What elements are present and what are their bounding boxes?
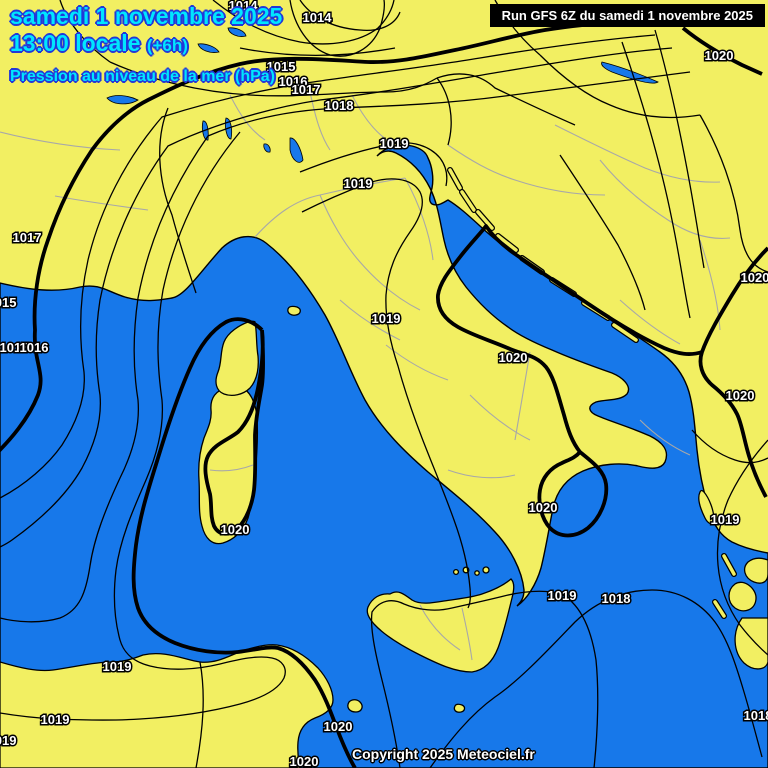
pressure-label: 1017 [13, 230, 42, 245]
peloponnese-corner [734, 617, 768, 670]
pressure-label: 1018 [744, 708, 768, 723]
isobar-1016 [0, 34, 656, 499]
pressure-label: 1015 [267, 59, 296, 74]
lake-geneva [106, 95, 139, 105]
isobar-1020-bold-ne [681, 26, 763, 76]
isobars-bold [0, 16, 768, 768]
isobar-1020-bold-right [698, 246, 768, 498]
map-time-offset: (+6h) [146, 36, 188, 55]
malta-island [453, 703, 466, 713]
pressure-label: 1020 [221, 522, 250, 537]
isobar-1019-central-italy [301, 178, 472, 609]
pressure-label: 1018 [602, 591, 631, 606]
corfu-island [698, 489, 715, 525]
map-field-subtitle: Pression au niveau de la mer (hPa) [10, 68, 275, 85]
isobar-1020-bold-west-africa [131, 317, 357, 768]
map-time-title: 13:00 locale (+6h) [10, 30, 188, 57]
isobar-1020-bold-adriatic [436, 224, 703, 538]
pressure-label: 1019 [711, 512, 740, 527]
cephalonia-island [728, 581, 757, 612]
lake-constance [227, 27, 247, 37]
elba-island [287, 305, 301, 316]
isobar-1018-bottom-right [429, 589, 763, 768]
lake-garda [289, 137, 304, 163]
pressure-label: 1020 [324, 719, 353, 734]
corsica [215, 320, 259, 396]
map-date-title: samedi 1 novembre 2025 [10, 3, 283, 29]
pressure-label: 1014 [303, 10, 333, 25]
isobar-1019-ne-italy [299, 142, 448, 187]
run-info-box: Run GFS 6Z du samedi 1 novembre 2025 [489, 4, 765, 27]
copyright-text: Copyright 2025 Meteociel.fr [352, 746, 535, 762]
isobar-1019-right-edge [716, 439, 768, 656]
isobar-1014-inner [289, 0, 386, 57]
pressure-label: 1020 [741, 270, 768, 285]
pantelleria-island [347, 699, 363, 713]
pressure-label: 1020 [290, 754, 319, 768]
isobar-1019-sicily [370, 590, 599, 768]
isobar-1018 [0, 71, 691, 623]
isobar-1017 [0, 47, 673, 548]
pressure-label: 1019 [380, 136, 409, 151]
map-time-text: 13:00 locale [10, 30, 141, 56]
pressure-label: 1016 [279, 74, 308, 89]
isobar-1015-bold [0, 16, 661, 453]
isobar-ne-corner-a [621, 41, 691, 319]
isobar-1019-left-africa [0, 131, 286, 721]
pressure-label: 1017 [292, 82, 321, 97]
region-borders [0, 91, 731, 661]
pressure-label: 1015 [0, 295, 16, 310]
pressure-label: 1019 [548, 588, 577, 603]
country-borders [59, 0, 768, 768]
pressure-label: 1020 [705, 48, 734, 63]
pressure-label: 1019 [41, 712, 70, 727]
isobar-1014-outer [212, 0, 395, 45]
island-right-edge [743, 557, 768, 584]
north-africa-coast [0, 644, 334, 768]
pressure-label: 1018 [325, 98, 354, 113]
lake-iseo [263, 143, 271, 153]
pressure-label: 1020 [499, 350, 528, 365]
pressure-label: 1019 [372, 311, 401, 326]
pressure-label: 1020 [726, 388, 755, 403]
pressure-label: 1020 [529, 500, 558, 515]
pressure-label: 1019 [0, 733, 16, 748]
pressure-label: 1019 [103, 659, 132, 674]
pressure-label: 1015 [0, 340, 28, 355]
lake-zurich [197, 43, 220, 53]
isobar-1020-bold-sardinia [203, 329, 266, 536]
isobar-ne-corner-b [654, 29, 705, 269]
pressure-label: 1014 [229, 0, 259, 13]
pressure-label: 1016 [20, 340, 49, 355]
pressure-label: 1019 [344, 176, 373, 191]
greek-islands [698, 489, 768, 670]
